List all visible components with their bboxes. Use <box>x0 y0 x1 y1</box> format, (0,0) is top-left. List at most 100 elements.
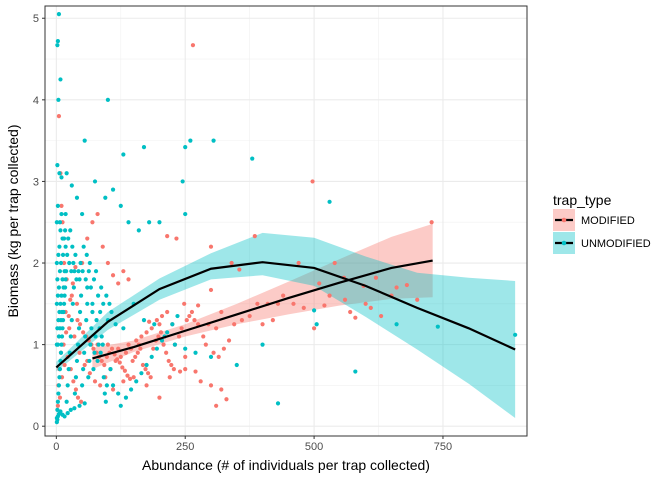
point-unmodified <box>59 175 64 180</box>
point-modified <box>102 362 107 368</box>
point-modified <box>224 397 229 402</box>
y-axis-title: Biomass (kg per trap collected) <box>5 125 21 318</box>
point-unmodified <box>62 293 67 298</box>
point-modified <box>183 354 188 359</box>
point-unmodified <box>94 318 99 323</box>
point-modified <box>82 362 87 368</box>
point-modified <box>189 309 195 315</box>
point-modified <box>77 350 82 355</box>
point-unmodified <box>93 334 98 339</box>
point-modified <box>71 379 76 384</box>
point-modified <box>226 338 232 343</box>
point-unmodified <box>58 409 63 414</box>
point-modified <box>133 354 138 359</box>
point-modified <box>193 369 198 374</box>
point-modified <box>229 260 234 266</box>
point-modified <box>147 319 152 324</box>
point-modified <box>78 399 84 404</box>
point-unmodified <box>88 342 93 347</box>
point-unmodified <box>80 211 85 217</box>
point-unmodified <box>275 401 281 406</box>
point-modified <box>138 346 143 351</box>
point-modified <box>125 373 130 378</box>
point-modified <box>139 334 144 339</box>
point-unmodified <box>61 236 67 241</box>
point-unmodified <box>165 330 170 335</box>
point-unmodified <box>118 403 123 408</box>
point-modified <box>144 383 149 388</box>
point-modified <box>121 269 126 274</box>
point-unmodified <box>81 244 86 249</box>
point-unmodified <box>55 43 60 48</box>
point-unmodified <box>100 342 105 347</box>
point-unmodified <box>152 322 157 327</box>
grid <box>45 6 527 436</box>
point-unmodified <box>99 285 104 290</box>
point-modified <box>348 309 353 315</box>
point-modified <box>332 260 337 266</box>
point-unmodified <box>74 277 79 282</box>
point-modified <box>368 305 373 310</box>
point-unmodified <box>74 358 80 364</box>
point-unmodified <box>141 318 147 323</box>
point-unmodified <box>121 152 126 157</box>
point-modified <box>105 342 110 347</box>
point-unmodified <box>90 301 95 306</box>
point-unmodified <box>118 203 123 209</box>
point-unmodified <box>63 277 68 282</box>
point-modified <box>99 358 104 364</box>
point-unmodified <box>108 366 113 372</box>
point-unmodified <box>435 324 440 329</box>
point-modified <box>95 211 100 217</box>
point-unmodified <box>193 350 198 355</box>
x-axis-title: Abundance (# of individuals per trap col… <box>142 457 430 473</box>
point-unmodified <box>55 342 60 347</box>
point-unmodified <box>68 334 73 339</box>
point-unmodified <box>77 277 82 282</box>
point-unmodified <box>56 391 61 396</box>
point-modified <box>64 330 69 335</box>
point-unmodified <box>110 187 116 192</box>
legend-key-point <box>561 240 567 246</box>
y-tick-label: 4 <box>33 95 39 107</box>
point-modified <box>260 322 265 327</box>
point-modified <box>190 43 196 48</box>
point-unmodified <box>208 354 214 359</box>
point-unmodified <box>61 285 66 290</box>
point-modified <box>143 366 148 372</box>
point-unmodified <box>65 383 70 388</box>
point-unmodified <box>59 334 65 339</box>
point-modified <box>165 309 170 315</box>
point-unmodified <box>78 293 84 298</box>
point-modified <box>56 114 62 119</box>
point-unmodified <box>85 285 90 290</box>
point-unmodified <box>65 411 70 416</box>
point-modified <box>322 303 327 308</box>
point-unmodified <box>69 269 74 274</box>
point-unmodified <box>92 179 98 184</box>
panel-border <box>44 5 528 437</box>
point-modified <box>183 366 188 372</box>
point-unmodified <box>58 77 63 82</box>
point-modified <box>317 281 322 286</box>
point-unmodified <box>76 269 81 274</box>
point-unmodified <box>91 277 97 282</box>
point-unmodified <box>98 350 103 355</box>
point-unmodified <box>128 387 134 392</box>
point-unmodified <box>76 326 82 331</box>
point-unmodified <box>66 366 71 372</box>
point-unmodified <box>183 211 188 217</box>
point-unmodified <box>67 260 72 266</box>
point-unmodified <box>61 301 67 306</box>
y-tick-label: 5 <box>33 13 39 25</box>
point-modified <box>72 334 77 339</box>
point-modified <box>70 281 75 286</box>
point-unmodified <box>103 195 108 200</box>
x-tick-label: 500 <box>305 441 323 453</box>
legend-label: UNMODIFIED <box>581 238 651 250</box>
point-modified <box>208 383 214 388</box>
point-unmodified <box>183 346 188 351</box>
point-unmodified <box>58 318 64 323</box>
point-unmodified <box>109 309 114 315</box>
point-unmodified <box>82 401 87 406</box>
